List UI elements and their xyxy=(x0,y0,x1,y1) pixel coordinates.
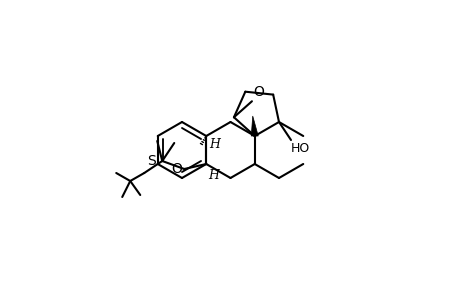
Text: Si: Si xyxy=(147,154,160,168)
Text: H: H xyxy=(208,169,218,182)
Text: HO: HO xyxy=(291,142,309,155)
Text: O: O xyxy=(171,162,182,176)
Text: O: O xyxy=(252,85,263,99)
Text: H: H xyxy=(209,138,220,151)
Polygon shape xyxy=(251,116,257,136)
